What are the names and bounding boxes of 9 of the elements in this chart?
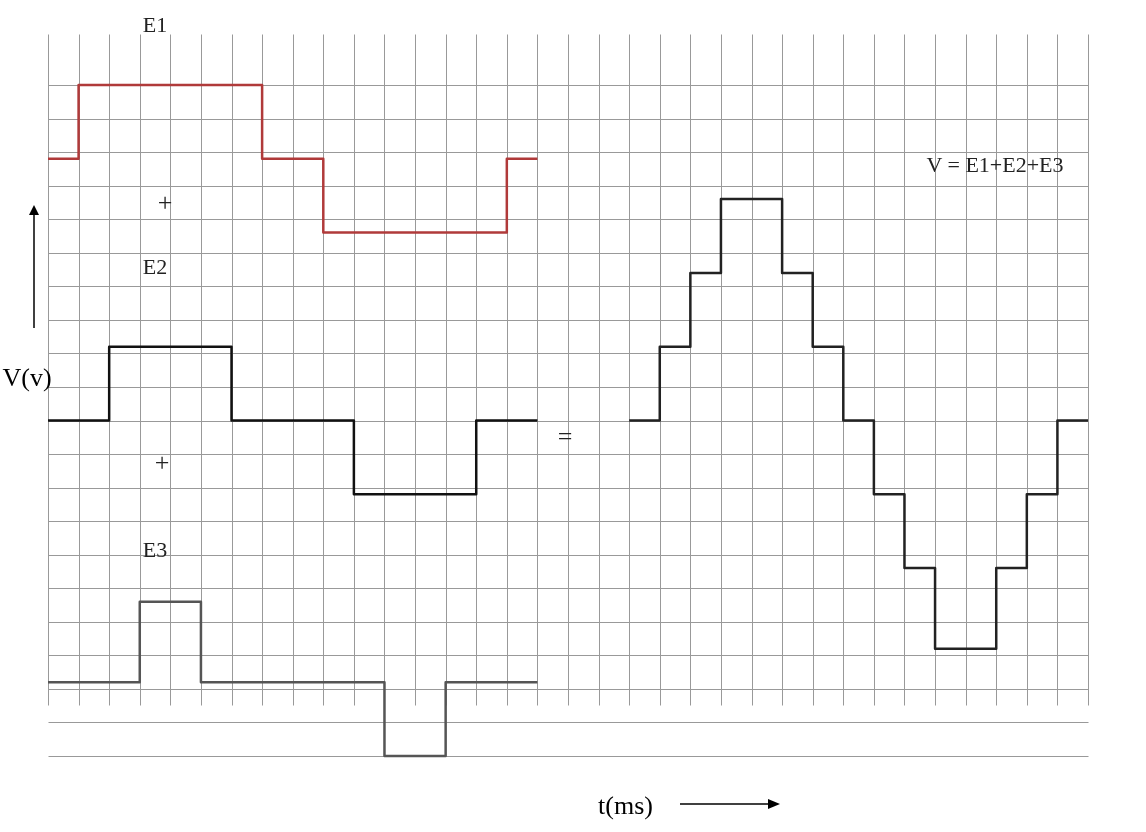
annotation: + <box>157 188 173 217</box>
annotation: V = E1+E2+E3 <box>926 152 1064 177</box>
text: E1 <box>142 12 168 37</box>
annotation: E2 <box>142 254 168 279</box>
annotation: + <box>154 448 170 477</box>
annotation: E3 <box>142 537 168 562</box>
x-axis-title: t(ms) <box>598 790 653 820</box>
annotation: = <box>557 422 573 451</box>
y-axis-title: V(v) <box>2 362 52 392</box>
